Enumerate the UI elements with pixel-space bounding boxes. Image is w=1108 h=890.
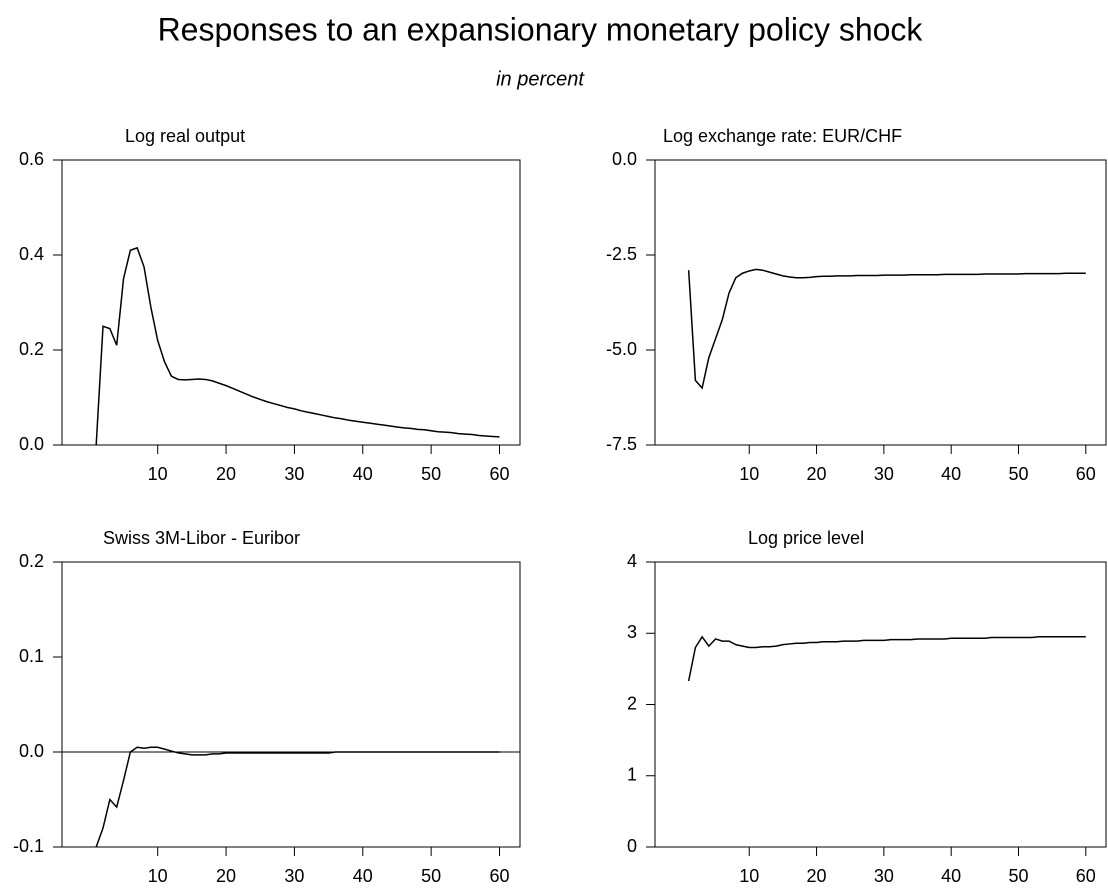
x-tick-label: 30	[874, 464, 894, 484]
x-tick-label: 30	[874, 866, 894, 886]
y-tick-label: 0.0	[19, 434, 44, 454]
y-tick-label: 0	[627, 836, 637, 856]
panel-title: Log price level	[748, 528, 864, 548]
y-tick-label: -5.0	[606, 339, 637, 359]
x-tick-label: 50	[1008, 866, 1028, 886]
x-tick-label: 30	[284, 464, 304, 484]
x-tick-label: 20	[807, 866, 827, 886]
x-tick-label: 40	[353, 464, 373, 484]
x-tick-label: 40	[941, 866, 961, 886]
x-tick-label: 30	[284, 866, 304, 886]
response-line	[687, 635, 1086, 682]
y-tick-label: 0.0	[19, 741, 44, 761]
plot-frame	[654, 159, 1107, 446]
response-line	[95, 246, 500, 446]
y-tick-label: -7.5	[606, 434, 637, 454]
x-tick-label: 50	[1008, 464, 1028, 484]
y-tick-label: 0.4	[19, 244, 44, 264]
y-tick-label: 2	[627, 693, 637, 713]
y-tick-label: 3	[627, 622, 637, 642]
x-tick-label: 10	[739, 866, 759, 886]
x-tick-label: 20	[216, 866, 236, 886]
figure-title: Responses to an expansionary monetary po…	[158, 11, 924, 47]
y-tick-label: 0.1	[19, 646, 44, 666]
panel-title: Log exchange rate: EUR/CHF	[663, 126, 902, 146]
y-tick-label: 0.2	[19, 339, 44, 359]
y-tick-label: -2.5	[606, 244, 637, 264]
y-tick-label: 0.2	[19, 551, 44, 571]
y-tick-label: 0.0	[612, 149, 637, 169]
response-line	[95, 746, 500, 848]
x-tick-label: 20	[216, 464, 236, 484]
x-tick-label: 40	[353, 866, 373, 886]
response-line	[687, 268, 1086, 390]
x-tick-label: 20	[807, 464, 827, 484]
x-tick-label: 60	[489, 866, 509, 886]
x-tick-label: 50	[421, 866, 441, 886]
plot-frame	[61, 159, 521, 446]
x-tick-label: 10	[148, 866, 168, 886]
figure-subtitle: in percent	[496, 68, 585, 90]
y-tick-label: -0.1	[13, 836, 44, 856]
panel-title: Log real output	[125, 126, 245, 146]
x-tick-label: 60	[489, 464, 509, 484]
plot-frame	[61, 561, 521, 848]
x-tick-label: 40	[941, 464, 961, 484]
panel-title: Swiss 3M-Libor - Euribor	[103, 528, 300, 548]
x-tick-label: 50	[421, 464, 441, 484]
y-tick-label: 0.6	[19, 149, 44, 169]
x-tick-label: 10	[739, 464, 759, 484]
x-tick-label: 60	[1076, 464, 1096, 484]
x-tick-label: 60	[1076, 866, 1096, 886]
plot-frame	[654, 561, 1107, 848]
y-tick-label: 1	[627, 765, 637, 785]
y-tick-label: 4	[627, 551, 637, 571]
x-tick-label: 10	[148, 464, 168, 484]
